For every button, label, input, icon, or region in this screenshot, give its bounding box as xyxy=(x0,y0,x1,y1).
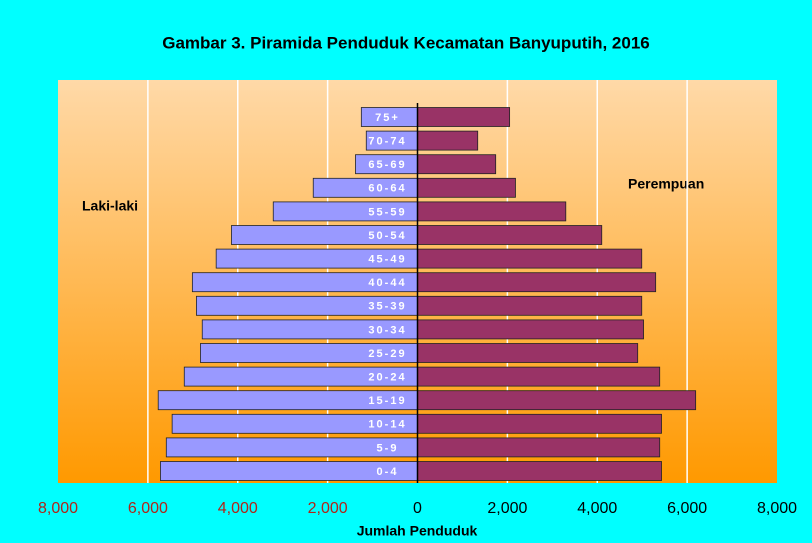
x-tick-label: 0 xyxy=(413,500,422,517)
category-label: 35-39 xyxy=(368,301,406,313)
category-label: 30-34 xyxy=(368,324,406,336)
category-label: 50-54 xyxy=(368,230,406,242)
x-tick-label: 2,000 xyxy=(308,500,348,517)
x-tick-label: 2,000 xyxy=(487,500,527,517)
x-tick-label: 6,000 xyxy=(667,500,707,517)
category-label: 15-19 xyxy=(368,395,406,407)
bar xyxy=(417,154,497,175)
legend-label: Perempuan xyxy=(628,176,704,192)
bar xyxy=(417,366,661,387)
category-label: 25-29 xyxy=(368,348,406,360)
x-tick-label: 8,000 xyxy=(757,500,797,517)
category-label: 20-24 xyxy=(368,372,406,384)
category-label: 70-74 xyxy=(368,136,406,148)
x-tick-label: 4,000 xyxy=(218,500,258,517)
category-label: 0-4 xyxy=(377,466,399,478)
legend-label: Laki-laki xyxy=(82,198,138,214)
chart-title: Gambar 3. Piramida Penduduk Kecamatan Ba… xyxy=(162,33,650,52)
bar xyxy=(417,413,662,434)
category-label: 40-44 xyxy=(368,277,406,289)
bar xyxy=(417,461,662,481)
bar xyxy=(417,390,697,411)
category-label: 45-49 xyxy=(368,254,406,266)
category-label: 10-14 xyxy=(368,419,406,431)
bar xyxy=(417,130,479,151)
bar xyxy=(417,177,516,198)
bar xyxy=(417,272,657,293)
bar xyxy=(417,319,644,340)
bar xyxy=(417,201,567,222)
x-tick-label: 6,000 xyxy=(128,500,168,517)
category-label: 75+ xyxy=(375,112,400,124)
category-label: 60-64 xyxy=(368,183,406,195)
bar xyxy=(417,295,643,316)
bar xyxy=(417,437,661,458)
category-label: 5-9 xyxy=(377,442,399,454)
x-tick-label: 8,000 xyxy=(38,500,78,517)
bar xyxy=(417,107,511,127)
x-tick-label: 4,000 xyxy=(577,500,617,517)
x-axis-label: Jumlah Penduduk xyxy=(357,523,478,539)
bar xyxy=(417,248,643,269)
bar xyxy=(417,225,603,245)
category-label: 55-59 xyxy=(368,206,406,218)
category-label: 65-69 xyxy=(368,159,406,171)
bar xyxy=(417,343,639,363)
